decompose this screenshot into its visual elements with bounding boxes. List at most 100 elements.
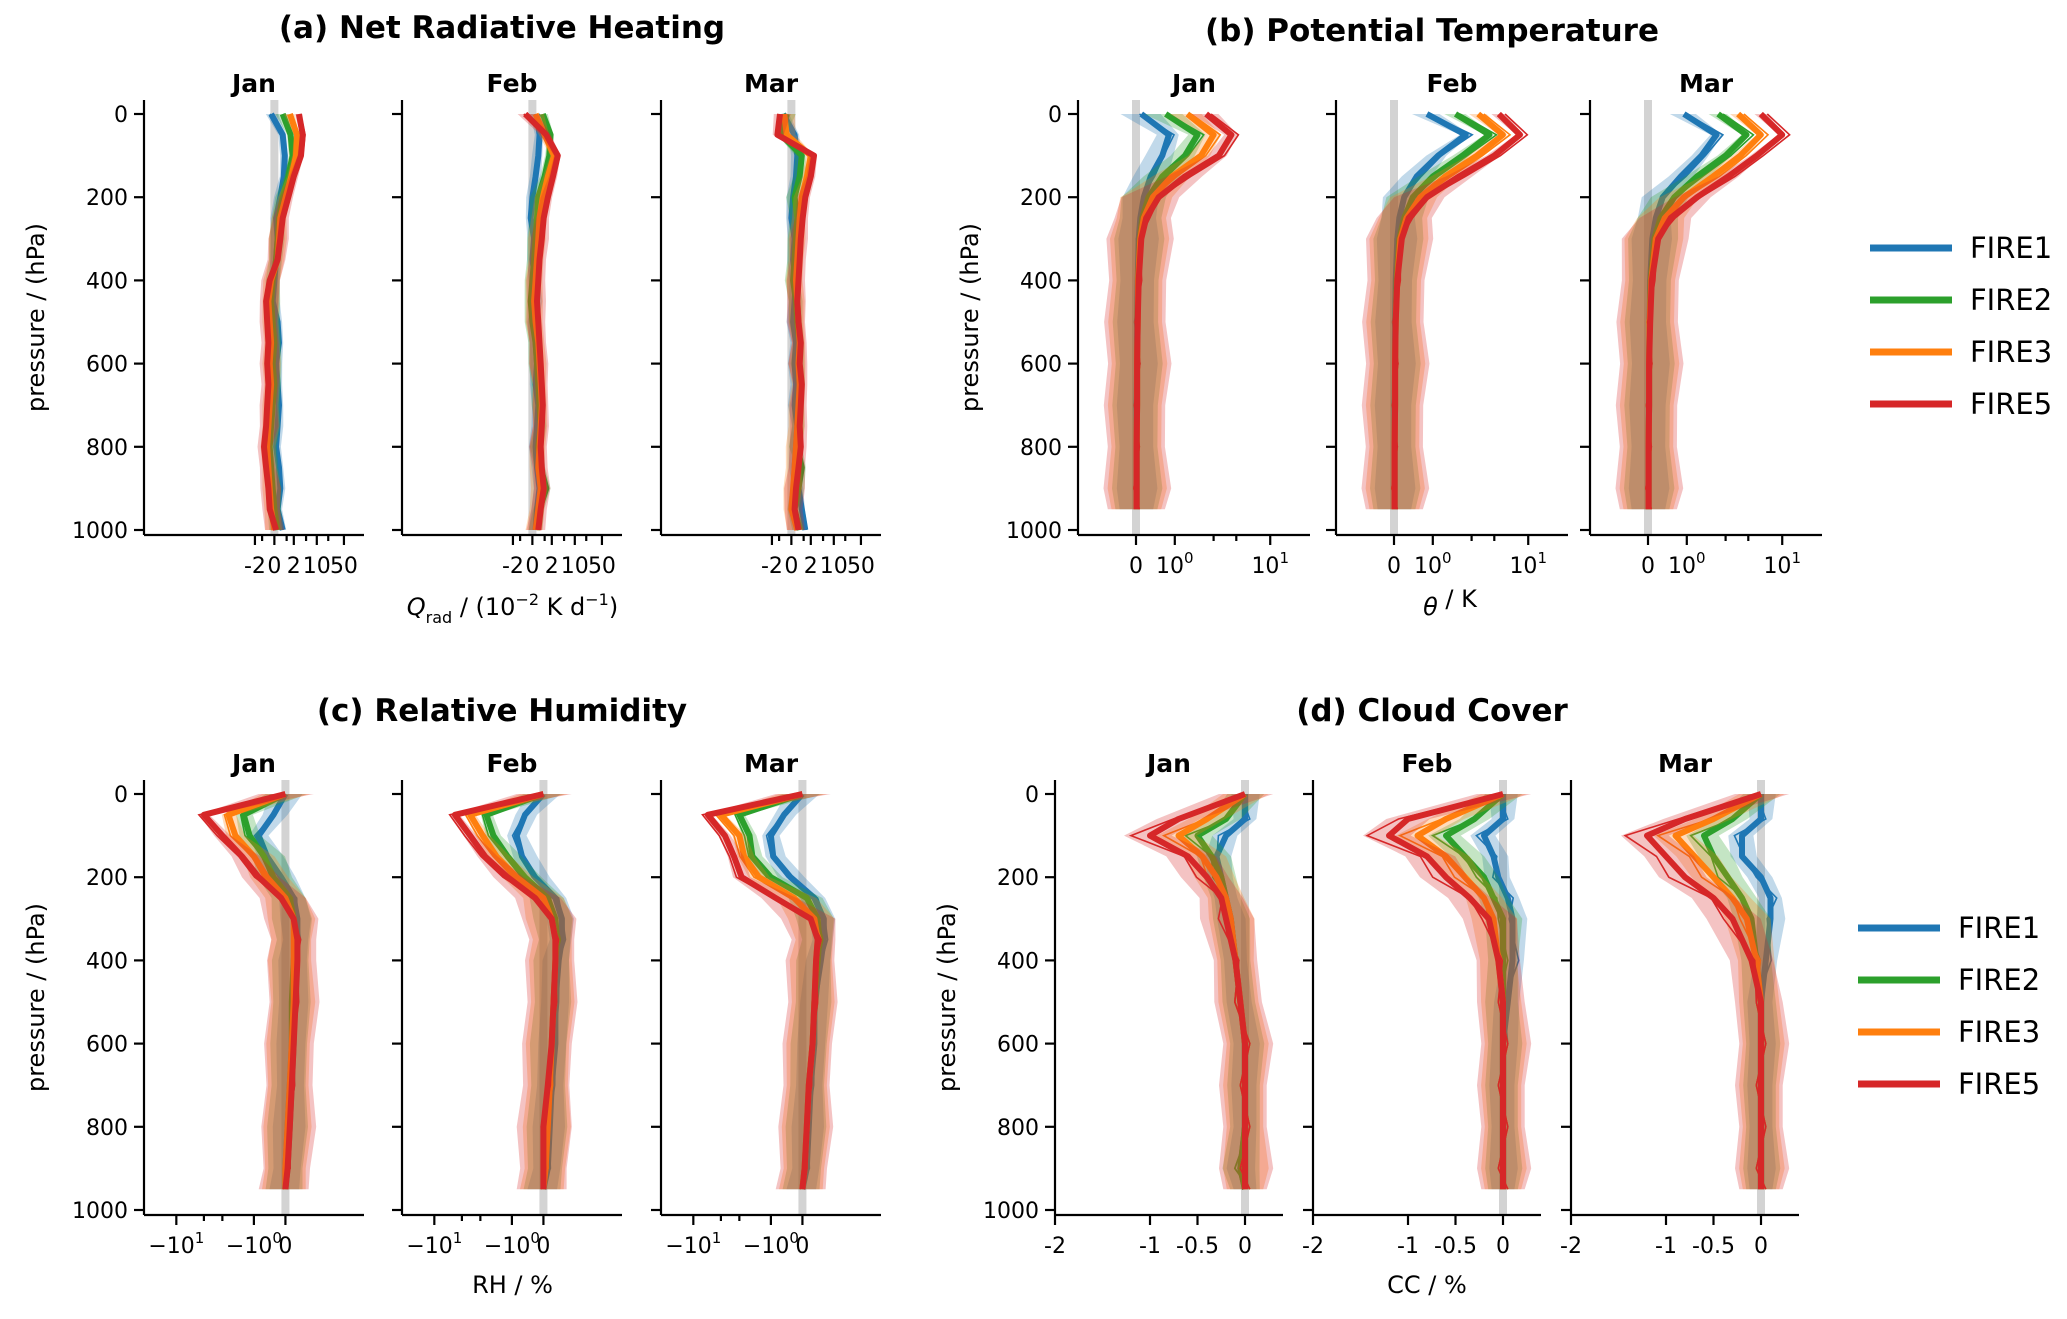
x-tick-label: 0 xyxy=(525,554,539,579)
y-tick-label: 600 xyxy=(997,1033,1039,1058)
series-envelope-fire1 xyxy=(507,794,574,1190)
x-tick-exponent: 0 xyxy=(789,1229,799,1247)
series-line-fire5 xyxy=(523,111,561,531)
x-tick-exponent: 0 xyxy=(530,1229,540,1247)
x-tick-label: -0.5 xyxy=(1692,1234,1735,1259)
y-tick-label: 200 xyxy=(86,186,128,211)
x-tick-label: 0 xyxy=(536,1234,550,1259)
series-envelope-fire1 xyxy=(1116,114,1179,510)
x-tick-exponent: 1 xyxy=(712,1229,722,1247)
x-tick-exponent: 1 xyxy=(195,1229,205,1247)
x-tick-label: −100 xyxy=(484,1229,540,1259)
x-tick-label: 0 xyxy=(1754,1234,1768,1259)
series-envelope-fire5 xyxy=(1615,114,1786,510)
x-tick-label: −101 xyxy=(148,1229,204,1259)
x-tick-label: 101 xyxy=(1763,549,1801,579)
series-line-fire5 xyxy=(704,791,821,1190)
y-tick-label: 400 xyxy=(86,269,128,294)
x-label-part: −2 xyxy=(515,590,539,609)
subplot-feb: Feb -2 -1 -0.5 0 xyxy=(1302,749,1541,1259)
panel-title: (d) Cloud Cover xyxy=(1296,693,1568,729)
y-axis-label: pressure / (hPa) xyxy=(22,223,50,412)
x-label-part: K d xyxy=(539,593,585,621)
series-envelope-fire1 xyxy=(1628,114,1722,510)
x-tick-exponent: 1 xyxy=(453,1229,463,1247)
x-tick-label: -1 xyxy=(1139,1234,1161,1259)
x-tick-label: 50 xyxy=(588,554,616,579)
x-tick-label: 2 xyxy=(804,554,818,579)
legend: FIRE1 FIRE2 FIRE3 FIRE5 xyxy=(1858,911,2040,1101)
zero-band xyxy=(798,780,807,1215)
x-tick-label: -1 xyxy=(1655,1234,1677,1259)
legend-label: FIRE1 xyxy=(1970,231,2052,265)
series-envelope-fire5 xyxy=(1621,794,1790,1190)
x-tick-label: 0 xyxy=(278,1234,292,1259)
subplot-mar: Mar -2 0 2 10 50 xyxy=(651,69,881,579)
y-tick-label: 0 xyxy=(114,783,128,808)
x-tick-label: −100 xyxy=(743,1229,799,1259)
month-title: Jan xyxy=(1170,69,1216,98)
y-tick-label: 800 xyxy=(86,436,128,461)
x-tick-exponent: 0 xyxy=(272,1229,282,1247)
series-line-fire1 xyxy=(268,112,288,531)
zero-band xyxy=(539,780,548,1215)
y-tick-label: 0 xyxy=(1048,103,1062,128)
x-tick-label: 10 xyxy=(561,554,589,579)
subplot-feb: Feb -2 0 2 10 50 xyxy=(392,69,622,579)
month-title: Feb xyxy=(487,749,538,778)
month-title: Feb xyxy=(1402,749,1453,778)
series-line-fire5 xyxy=(1644,791,1764,1190)
x-tick-label: 101 xyxy=(1251,549,1289,579)
y-tick-label: 1000 xyxy=(983,1199,1039,1224)
x-label-part: Q xyxy=(407,593,426,621)
month-title: Mar xyxy=(744,749,799,778)
x-label-part: θ xyxy=(1423,593,1438,621)
series-envelope-fire3 xyxy=(1365,114,1508,510)
y-axis-label: pressure / (hPa) xyxy=(956,223,984,412)
series-line-fire5 xyxy=(200,791,301,1190)
x-tick-label: 0 xyxy=(1496,1234,1510,1259)
x-label-part: rad xyxy=(426,608,453,627)
legend-label: FIRE2 xyxy=(1970,283,2052,317)
x-tick-exponent: 1 xyxy=(1279,549,1289,567)
y-tick-label: 0 xyxy=(1025,783,1039,808)
series-line-fire5 xyxy=(1645,111,1786,510)
y-tick-label: 200 xyxy=(86,866,128,891)
y-tick-label: 800 xyxy=(1020,436,1062,461)
series-envelope-fire1 xyxy=(249,794,311,1190)
y-axis-label: pressure / (hPa) xyxy=(933,903,961,1092)
x-label-part: / (10 xyxy=(452,593,515,621)
x-tick-label: −100 xyxy=(226,1229,282,1259)
series-envelope-fire5 xyxy=(1363,794,1532,1190)
month-title: Feb xyxy=(1427,69,1478,98)
x-tick-label: 0 xyxy=(1387,554,1401,579)
month-title: Jan xyxy=(230,749,276,778)
x-tick-label: 101 xyxy=(1509,549,1547,579)
x-tick-label: 50 xyxy=(330,554,358,579)
x-tick-label: 10 xyxy=(303,554,331,579)
series-envelope-fire3 xyxy=(1619,114,1765,510)
y-tick-label: 1000 xyxy=(72,1199,128,1224)
x-axis-label: θ / K xyxy=(1423,585,1478,621)
zero-band xyxy=(281,780,290,1215)
y-tick-label: 600 xyxy=(1020,353,1062,378)
x-tick-label: 0 xyxy=(784,554,798,579)
series-line-fire5 xyxy=(774,113,817,531)
y-tick-label: 200 xyxy=(997,866,1039,891)
series-line-fire5 xyxy=(1386,791,1506,1190)
zero-band xyxy=(1241,780,1249,1215)
month-title: Feb xyxy=(487,69,538,98)
x-tick-label: 100 xyxy=(1156,549,1194,579)
y-tick-label: 400 xyxy=(997,949,1039,974)
subplot-jan: Jan -2 -1 -0.5 0 0 200 400 600 800 1000 xyxy=(983,749,1283,1259)
x-tick-label: 0 xyxy=(1641,554,1655,579)
x-tick-label: -2 xyxy=(244,554,266,579)
series-envelope-fire2 xyxy=(1624,114,1751,510)
x-label-part: CC / % xyxy=(1387,1271,1467,1299)
